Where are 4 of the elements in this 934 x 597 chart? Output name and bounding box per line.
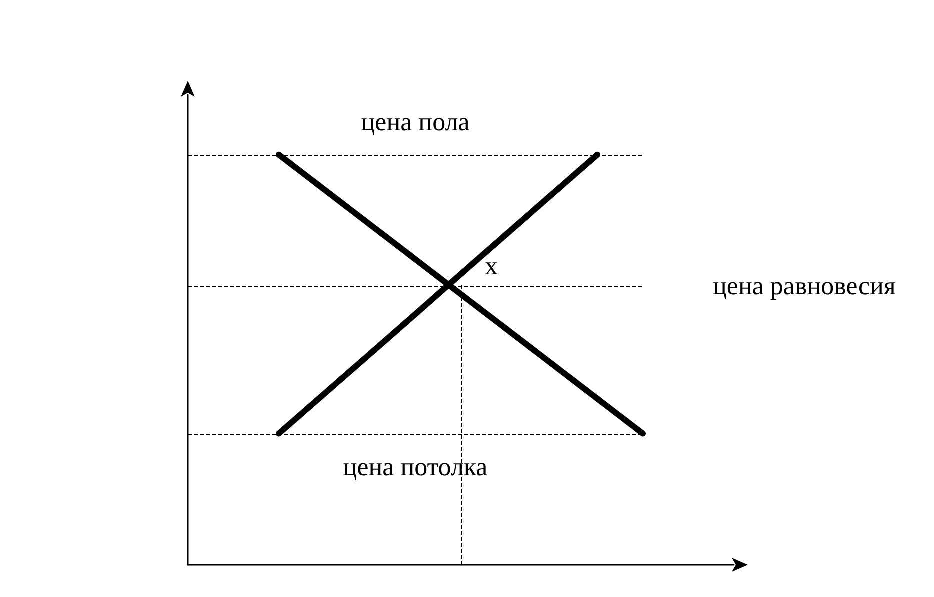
ref-line-label: цена потолка xyxy=(343,452,488,482)
ref-line-label: цена равновесия xyxy=(713,272,896,301)
ref-line-label: цена пола xyxy=(361,107,470,136)
annotation: x xyxy=(485,252,498,281)
